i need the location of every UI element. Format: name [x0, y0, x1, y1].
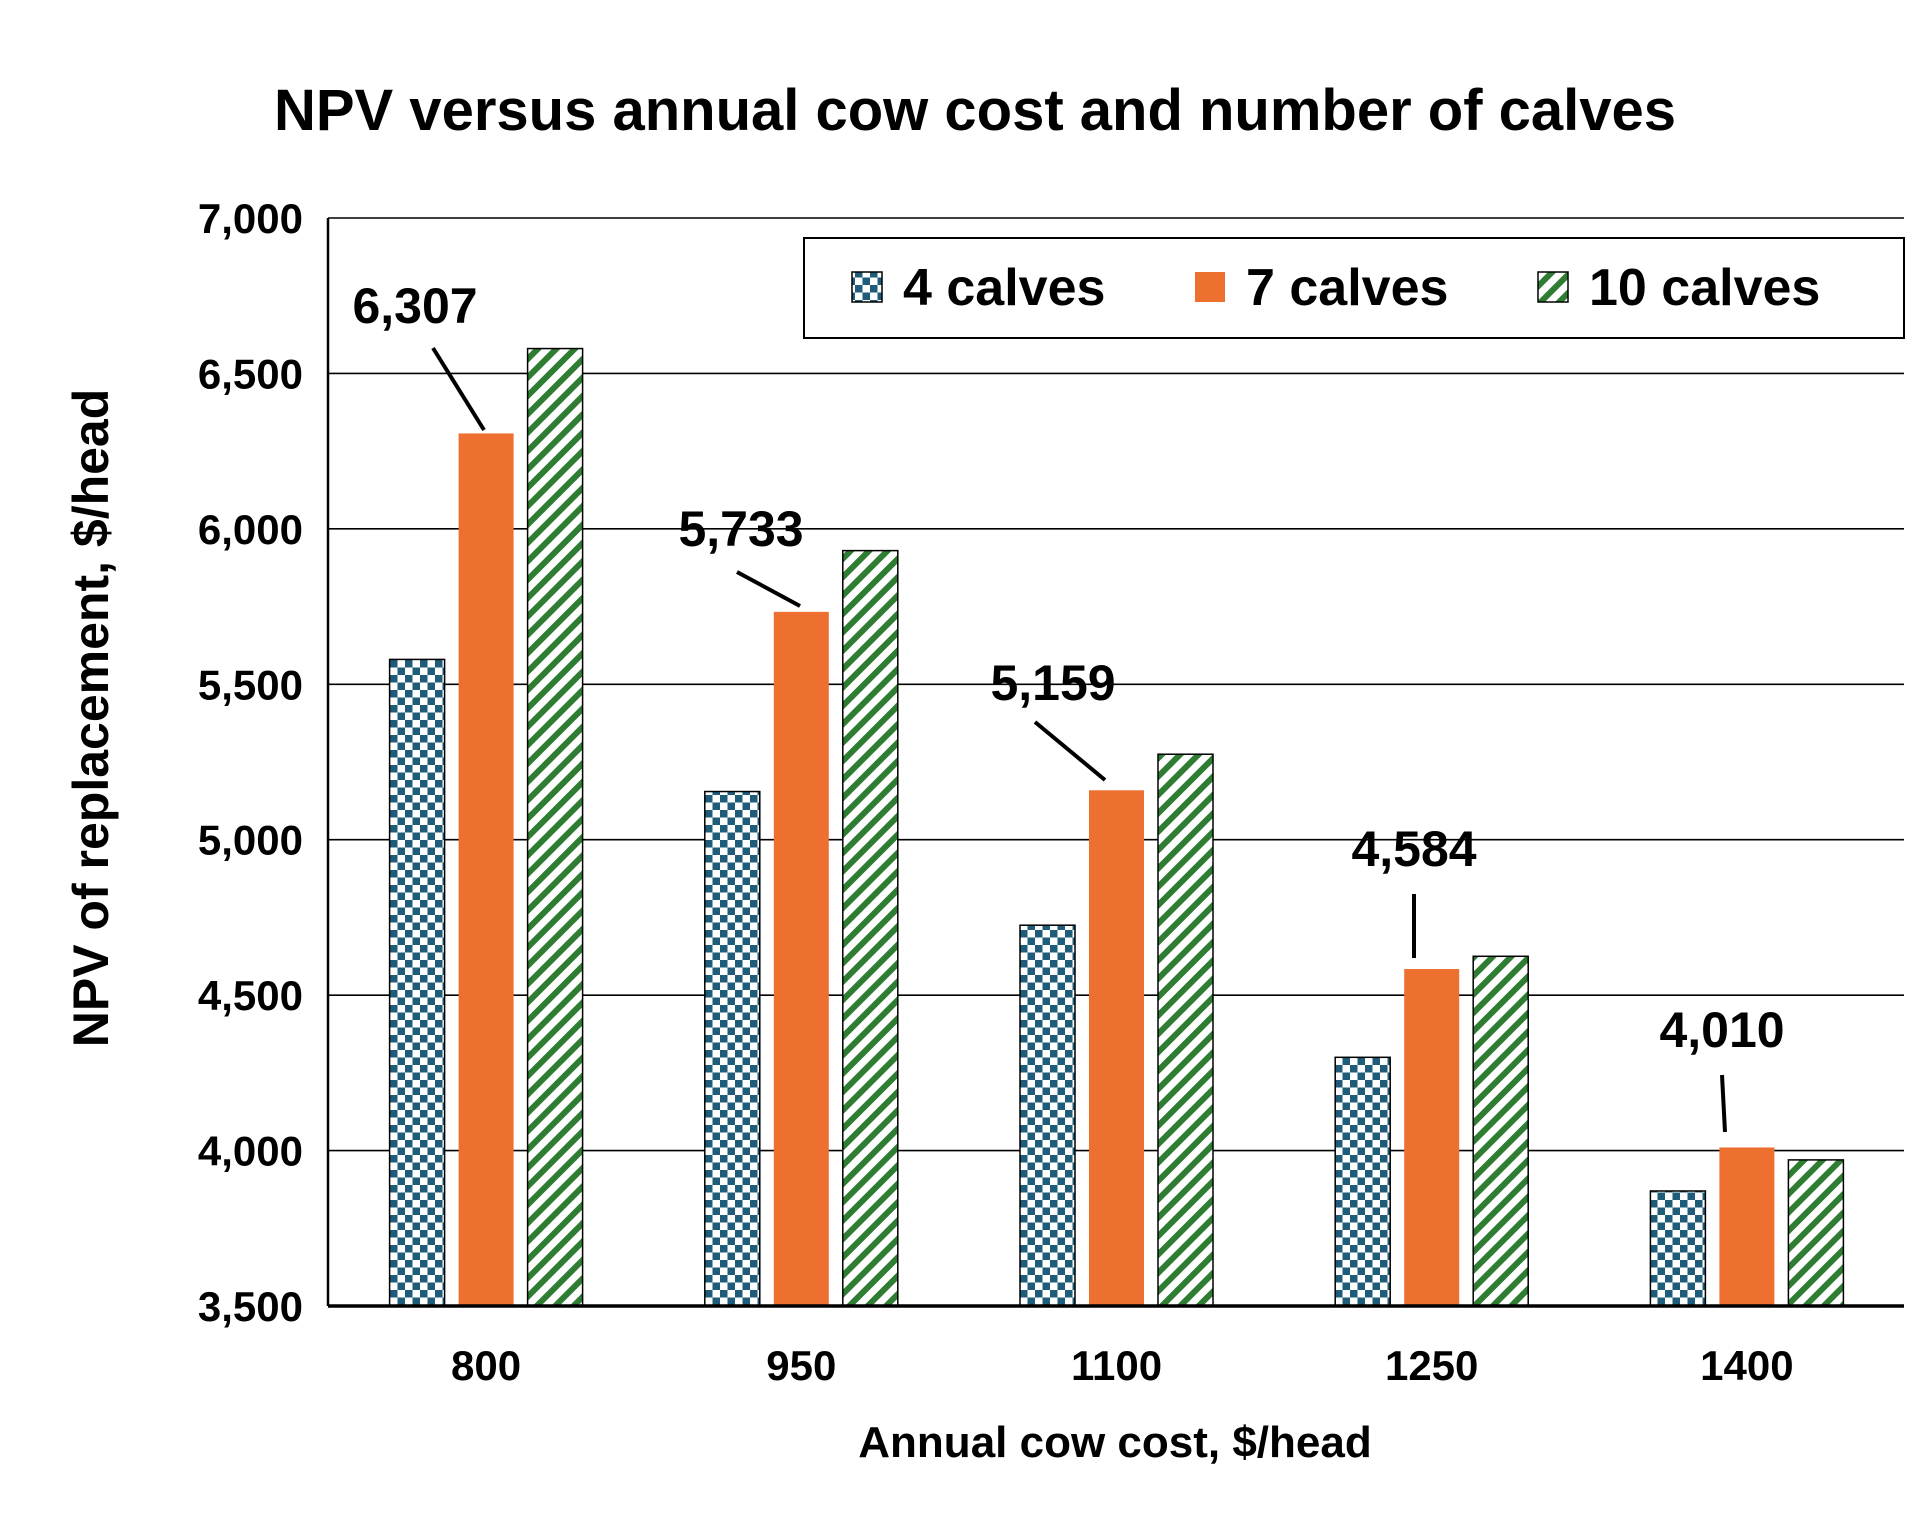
x-tick-label: 1250: [1385, 1342, 1478, 1389]
y-tick-label: 6,000: [198, 506, 303, 553]
y-tick-label: 5,000: [198, 817, 303, 864]
legend: 4 calves 7 calves 10 calves: [803, 237, 1905, 339]
legend-swatch-10-calves: [1537, 271, 1569, 303]
leader-line: [431, 346, 486, 432]
bar-10-calves-1250: [1472, 955, 1529, 1307]
chart-title: NPV versus annual cow cost and number of…: [274, 78, 1676, 143]
bar-7-calves-1100: [1089, 790, 1144, 1306]
bar-7-calves-950: [773, 611, 829, 1306]
bar-4-calves-1250: [1334, 1056, 1391, 1307]
x-tick-label: 1100: [1071, 1342, 1162, 1389]
legend-box: [803, 237, 1905, 339]
bars: [388, 347, 1845, 1307]
x-tick-label: 1400: [1700, 1342, 1793, 1389]
y-tick-label: 4,000: [198, 1128, 303, 1175]
legend-label: 4 calves: [903, 259, 1105, 317]
y-tick-label: 4,500: [198, 972, 303, 1019]
bar-4-calves-1100: [1019, 924, 1076, 1307]
x-tick-label: 950: [766, 1342, 836, 1389]
y-tick-label: 3,500: [198, 1283, 303, 1330]
axes: [326, 218, 1904, 1308]
bar-10-calves-800: [526, 347, 584, 1307]
bar-4-calves-800: [388, 658, 446, 1307]
leader-line: [1720, 1074, 1727, 1133]
data-label-7-calves-1400: 4,010: [1659, 1002, 1784, 1058]
legend-label: 7 calves: [1246, 259, 1448, 317]
leader-line: [736, 570, 801, 608]
legend-swatch-4-calves: [851, 271, 883, 303]
y-tick-label: 6,500: [198, 350, 303, 397]
x-tick-label: 800: [451, 1342, 521, 1389]
bar-7-calves-1250: [1404, 969, 1460, 1306]
bar-10-calves-1100: [1157, 753, 1214, 1307]
y-tick-label: 5,500: [198, 661, 303, 708]
data-label-7-calves-1100: 5,159: [990, 655, 1115, 711]
data-label-7-calves-950: 5,733: [678, 501, 803, 557]
y-tick-labels: 3,500 4,000 4,500 5,000 5,500 6,000 6,500 7,000: [198, 195, 303, 1330]
x-axis-label: Annual cow cost, $/head: [858, 1418, 1371, 1467]
bar-10-calves-1400: [1787, 1159, 1845, 1307]
y-tick-label: 7,000: [198, 195, 303, 242]
legend-swatch-7-calves: [1195, 272, 1225, 302]
data-labels: 6,307 5,733 5,159 4,584 4,010: [352, 278, 1785, 1133]
data-label-7-calves-800: 6,307: [352, 278, 477, 334]
data-label-7-calves-1250: 4,584: [1351, 821, 1476, 877]
bar-10-calves-950: [842, 549, 899, 1307]
bar-7-calves-800: [458, 433, 514, 1306]
leader-line: [1033, 720, 1107, 782]
bar-4-calves-950: [704, 790, 761, 1307]
bar-7-calves-1400: [1719, 1147, 1775, 1306]
x-tick-labels: 800 950 1100 1250 1400: [451, 1342, 1794, 1389]
legend-label: 10 calves: [1589, 259, 1820, 317]
y-axis-label: NPV of replacement, $/head: [63, 389, 119, 1048]
bar-4-calves-1400: [1649, 1190, 1707, 1307]
